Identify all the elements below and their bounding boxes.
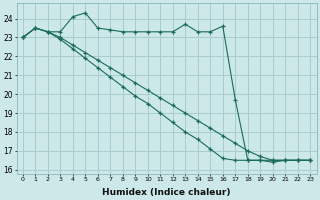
- X-axis label: Humidex (Indice chaleur): Humidex (Indice chaleur): [102, 188, 231, 197]
